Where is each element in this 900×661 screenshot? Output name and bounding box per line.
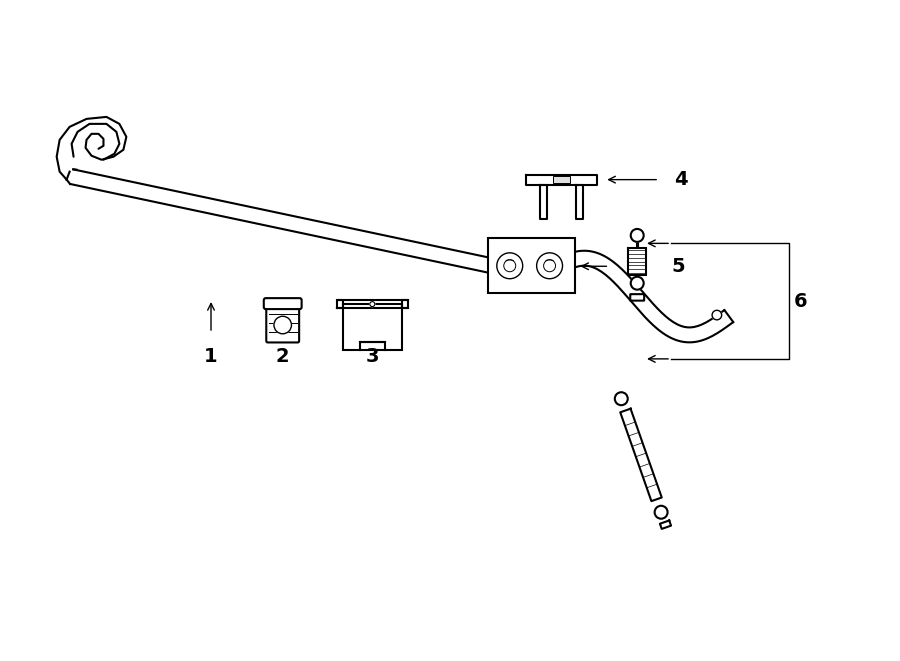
- Polygon shape: [576, 184, 583, 219]
- Polygon shape: [660, 520, 671, 529]
- Text: 1: 1: [204, 347, 218, 366]
- FancyBboxPatch shape: [266, 303, 299, 342]
- FancyBboxPatch shape: [264, 298, 302, 309]
- Circle shape: [370, 301, 374, 307]
- Circle shape: [536, 253, 562, 279]
- Circle shape: [615, 392, 627, 405]
- Text: 3: 3: [365, 347, 379, 366]
- Text: 5: 5: [671, 256, 685, 276]
- Text: 2: 2: [276, 347, 290, 366]
- Polygon shape: [337, 300, 343, 308]
- Circle shape: [712, 310, 722, 320]
- Circle shape: [497, 253, 523, 279]
- Polygon shape: [343, 304, 401, 350]
- Text: 4: 4: [674, 170, 688, 189]
- Text: 6: 6: [794, 292, 807, 311]
- Circle shape: [274, 316, 292, 334]
- Polygon shape: [540, 184, 547, 219]
- Bar: [628, 248, 646, 275]
- Polygon shape: [526, 175, 598, 184]
- Circle shape: [654, 506, 668, 519]
- Bar: [488, 239, 575, 293]
- Circle shape: [631, 229, 644, 242]
- Polygon shape: [401, 300, 408, 308]
- Circle shape: [504, 260, 516, 272]
- Polygon shape: [620, 408, 662, 501]
- Circle shape: [631, 277, 644, 290]
- Bar: [553, 176, 571, 183]
- Circle shape: [544, 260, 555, 272]
- FancyBboxPatch shape: [630, 294, 644, 301]
